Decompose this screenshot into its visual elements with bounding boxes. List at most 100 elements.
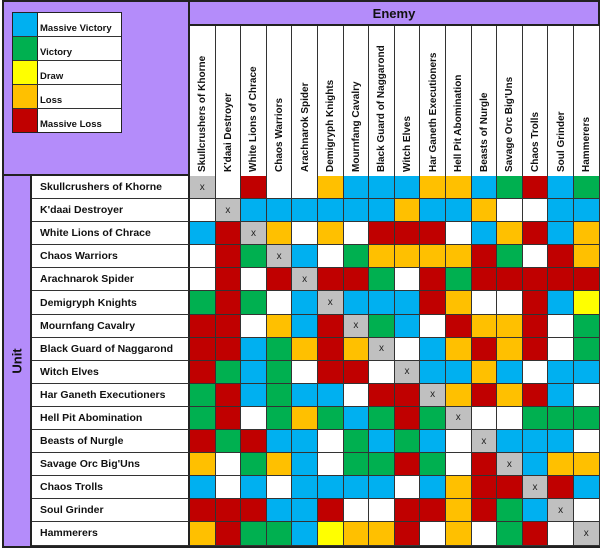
matchup-cell [190, 499, 216, 523]
enemy-column-header: K'daai Destroyer [215, 26, 242, 176]
matchup-cell [343, 476, 370, 500]
enemy-name: Black Guard of Naggarond [376, 45, 388, 172]
matchup-cell [420, 176, 446, 200]
legend-label: Massive Victory [40, 23, 112, 34]
matchup-cell [369, 360, 395, 384]
matchup-cell [292, 476, 318, 500]
enemy-name: Demigryph Knights [325, 79, 337, 172]
matchup-cell [420, 268, 446, 292]
unit-row-label: Witch Elves [32, 360, 190, 384]
matchup-cell [471, 476, 498, 500]
matchup-cell [215, 222, 242, 246]
matchup-cell [471, 176, 498, 200]
matchup-cell [522, 176, 549, 200]
matchup-cell [573, 360, 600, 384]
matchup-cell [471, 199, 498, 223]
matchup-cell [343, 337, 370, 361]
matchup-cell [573, 268, 600, 292]
matchup-cell [497, 222, 523, 246]
matchup-cell [548, 406, 574, 431]
matchup-row: x [190, 245, 600, 269]
matchup-cell [215, 383, 242, 407]
matchup-cell [266, 222, 293, 246]
matchup-cell [497, 476, 523, 500]
matchup-cell [445, 476, 472, 500]
matchup-cell: x [420, 383, 446, 407]
legend-label: Loss [40, 95, 63, 106]
unit-row-label: Soul Grinder [32, 499, 190, 523]
matchup-cell [548, 522, 574, 546]
matchup-cell [420, 245, 446, 269]
matchup-cell [317, 476, 344, 500]
bottom-border [2, 546, 600, 548]
matchup-cell [573, 430, 600, 454]
matchup-cell [420, 406, 446, 431]
matchup-cell: x [241, 222, 267, 246]
matchup-cell [420, 453, 446, 477]
matchup-cell [522, 222, 549, 246]
matchup-cell [317, 383, 344, 407]
matchup-cell [343, 499, 370, 523]
matchup-cell [369, 176, 395, 200]
matchup-row: x [190, 176, 600, 200]
matchup-cell [317, 453, 344, 477]
enemy-column-header: Chaos Warriors [266, 26, 293, 176]
unit-row-label: Chaos Warriors [32, 245, 190, 269]
matchup-cell [343, 245, 370, 269]
matchup-cell [394, 430, 421, 454]
matchup-cell [215, 337, 242, 361]
matchup-cell [343, 430, 370, 454]
legend-panel: Massive Victory Victory Draw Loss Massive Lo… [2, 0, 190, 176]
matchup-cell [394, 383, 421, 407]
matchup-cell [343, 453, 370, 477]
matchup-cell [573, 383, 600, 407]
legend-item: Victory [13, 37, 121, 61]
matchup-cell [497, 522, 523, 546]
unit-label: Unit [9, 348, 25, 374]
matchup-cell [548, 176, 574, 200]
matchup-cell [292, 245, 318, 269]
matchup-cell [292, 291, 318, 315]
matchup-cell [471, 222, 498, 246]
matchup-cell: x [343, 314, 370, 338]
matchup-cell [369, 314, 395, 338]
matchup-cell [190, 222, 216, 246]
legend-swatch [13, 61, 38, 84]
matchup-cell [241, 314, 267, 338]
matchup-cell [215, 406, 242, 431]
matchup-cell [394, 406, 421, 431]
matchup-cell [394, 453, 421, 477]
matchup-row: x [190, 222, 600, 246]
matchup-cell [420, 360, 446, 384]
enemy-column-header: Black Guard of Naggarond [369, 26, 395, 176]
enemy-name: Beasts of Nurgle [478, 92, 490, 172]
matchup-cell [317, 499, 344, 523]
matchup-cell [266, 268, 293, 292]
matchup-cell [471, 337, 498, 361]
matchup-cell [190, 406, 216, 431]
matchup-cell [241, 522, 267, 546]
matchup-cell [241, 430, 267, 454]
matchup-cell [369, 430, 395, 454]
matchup-cell [241, 360, 267, 384]
enemy-name: Soul Grinder [555, 111, 567, 172]
matchup-cell [292, 176, 318, 200]
enemy-column-header: Hell Pit Abomination [445, 26, 472, 176]
enemy-name: Har Ganeth Executioners [427, 52, 439, 172]
matchup-cell [292, 430, 318, 454]
enemy-name: Hell Pit Abomination [453, 74, 465, 172]
matchup-cell [394, 314, 421, 338]
matchup-cell [266, 314, 293, 338]
matchup-cell [522, 522, 549, 546]
enemy-name: Savage Orc Big'Uns [504, 76, 516, 172]
enemy-column-header: Soul Grinder [548, 26, 574, 176]
legend-label: Draw [40, 71, 64, 82]
matchup-cell: x [573, 522, 600, 546]
legend-swatch [13, 37, 38, 60]
matchup-cell [573, 222, 600, 246]
matchup-cell [394, 245, 421, 269]
matchup-cell [445, 337, 472, 361]
unit-row-label: Hammerers [32, 522, 190, 546]
matchup-cell [317, 314, 344, 338]
matchup-cell [317, 430, 344, 454]
